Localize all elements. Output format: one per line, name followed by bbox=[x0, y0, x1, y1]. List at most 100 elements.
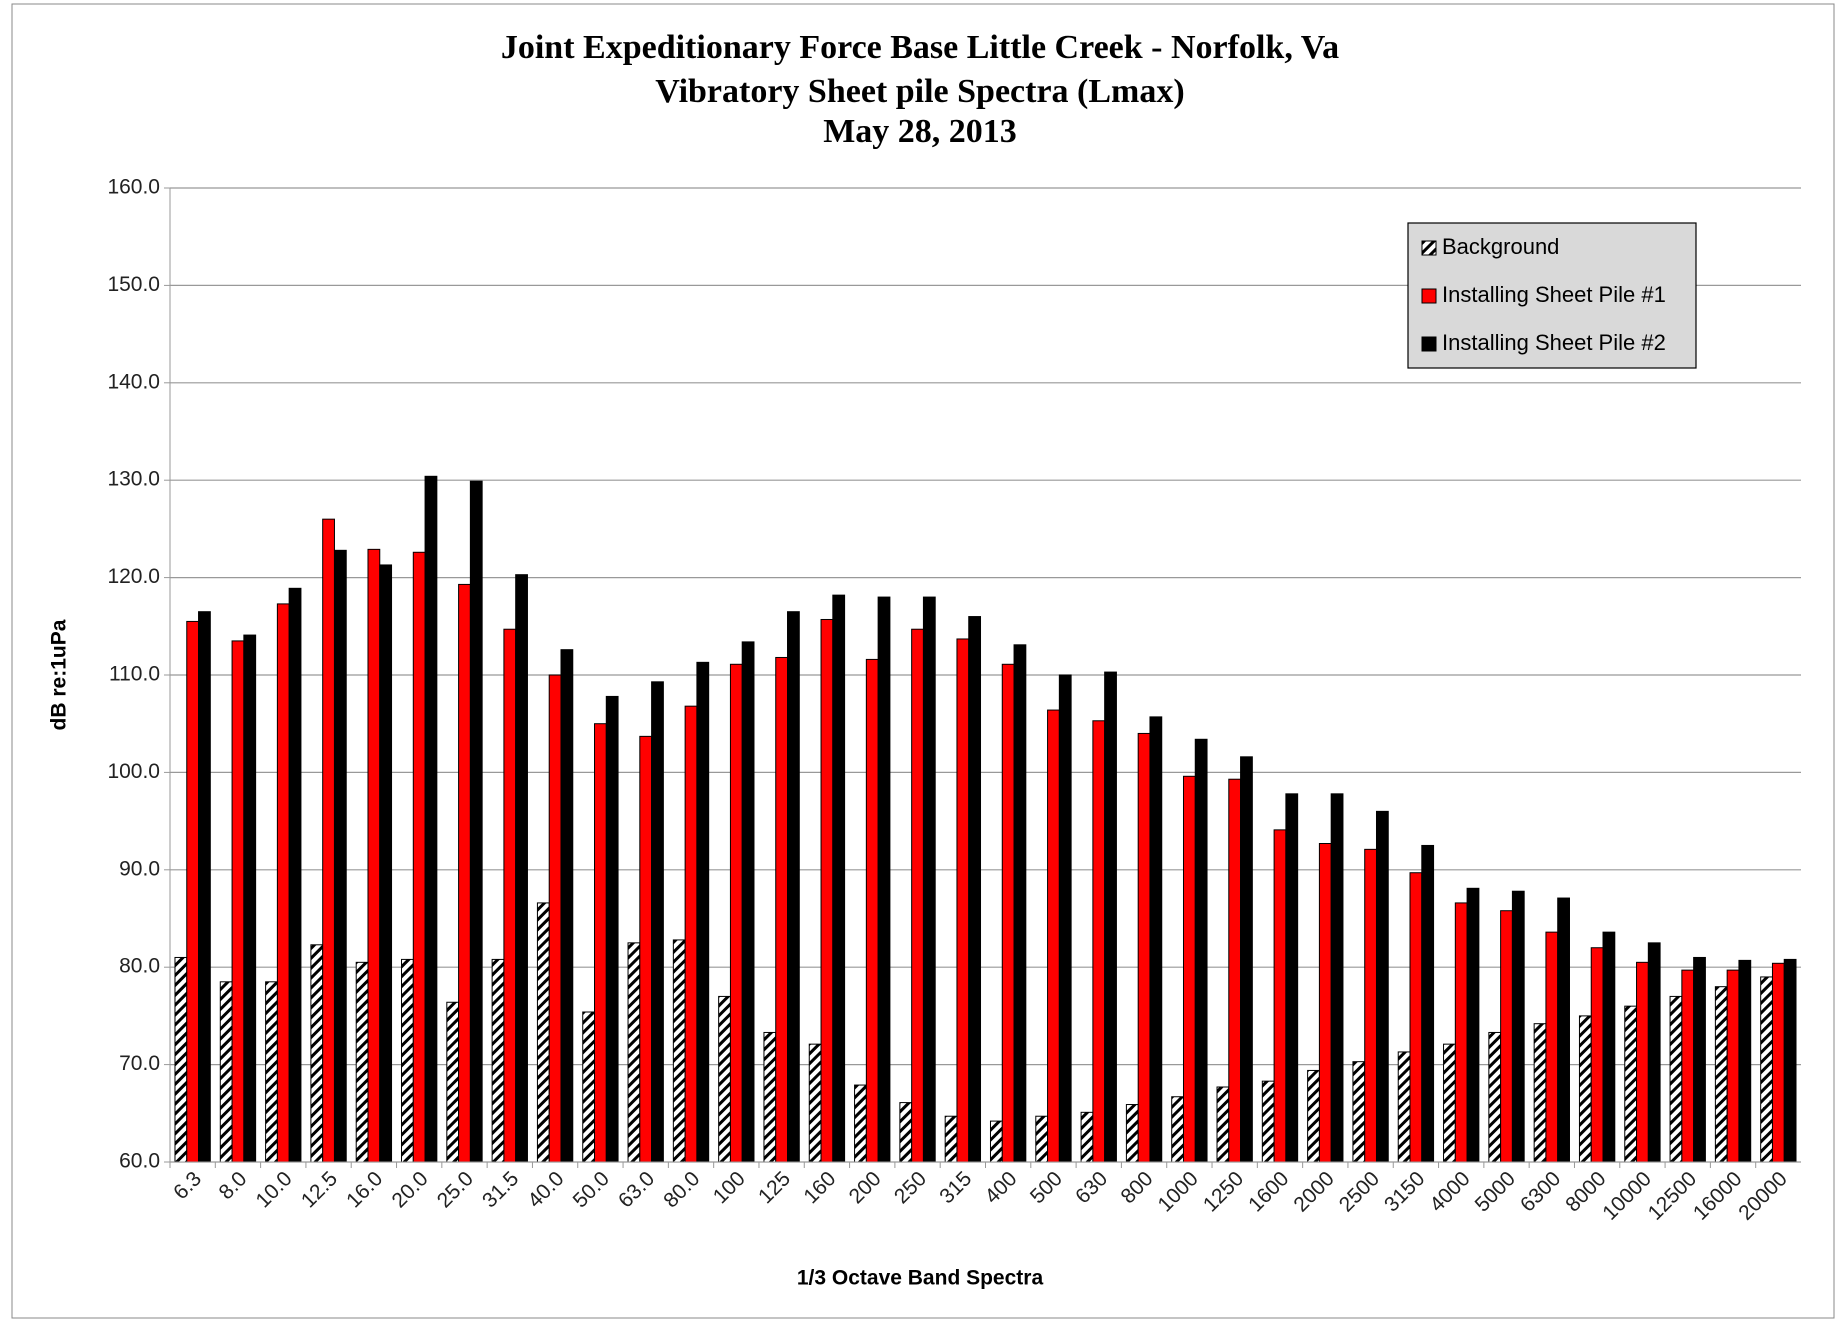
bar bbox=[832, 594, 846, 1163]
bar bbox=[1602, 931, 1616, 1163]
bar bbox=[968, 616, 982, 1163]
legend-box bbox=[1407, 222, 1697, 369]
bar bbox=[1330, 793, 1344, 1163]
legend-swatch bbox=[1421, 288, 1437, 304]
bar bbox=[231, 640, 245, 1163]
bar bbox=[1466, 887, 1480, 1163]
bar bbox=[1104, 671, 1117, 1163]
bar bbox=[808, 1043, 822, 1163]
bar bbox=[922, 596, 936, 1163]
bar bbox=[174, 956, 188, 1163]
y-tick-label: 150.0 bbox=[107, 273, 160, 296]
bar bbox=[276, 603, 290, 1163]
bar bbox=[198, 611, 211, 1163]
y-tick-label: 120.0 bbox=[107, 565, 160, 588]
bar bbox=[911, 628, 924, 1163]
bar bbox=[820, 618, 834, 1163]
bar bbox=[1783, 958, 1797, 1163]
bar bbox=[1636, 961, 1649, 1163]
bar bbox=[1013, 644, 1027, 1163]
bar bbox=[548, 674, 562, 1163]
bar bbox=[355, 961, 369, 1163]
bar bbox=[1647, 942, 1661, 1163]
bar bbox=[865, 658, 879, 1163]
bar bbox=[536, 902, 550, 1163]
chart-title: Vibratory Sheet pile Spectra (Lmax) bbox=[655, 73, 1184, 110]
bar bbox=[322, 518, 335, 1163]
bar bbox=[741, 641, 755, 1163]
bar bbox=[379, 564, 393, 1163]
bar bbox=[424, 475, 438, 1163]
bar bbox=[1273, 829, 1287, 1163]
bar bbox=[877, 596, 891, 1163]
bar bbox=[1058, 674, 1072, 1163]
bar bbox=[1454, 902, 1468, 1163]
bar bbox=[1760, 976, 1773, 1163]
bar bbox=[1771, 962, 1785, 1163]
bar bbox=[1092, 720, 1106, 1163]
y-tick-label: 110.0 bbox=[109, 663, 160, 686]
bar bbox=[1171, 1096, 1184, 1163]
bar bbox=[1557, 897, 1570, 1163]
bar bbox=[1397, 1051, 1411, 1163]
bar bbox=[787, 611, 800, 1163]
bar bbox=[639, 735, 653, 1163]
legend-label: Installing Sheet Pile #2 bbox=[1442, 330, 1666, 355]
bar bbox=[1240, 756, 1253, 1163]
bar bbox=[310, 944, 324, 1163]
bar bbox=[1443, 1043, 1456, 1163]
bar bbox=[1726, 969, 1740, 1163]
bar bbox=[469, 480, 483, 1163]
legend-swatch bbox=[1421, 336, 1437, 352]
bar bbox=[401, 958, 414, 1163]
bar bbox=[651, 681, 664, 1163]
bar bbox=[1693, 956, 1706, 1163]
y-tick-label: 130.0 bbox=[107, 468, 160, 491]
y-axis-label: dB re:1uPa bbox=[48, 619, 71, 730]
bar bbox=[899, 1102, 913, 1163]
bar bbox=[1669, 995, 1683, 1163]
bar bbox=[1182, 775, 1196, 1163]
chart-title: May 28, 2013 bbox=[823, 113, 1017, 150]
bar bbox=[956, 638, 970, 1163]
bar bbox=[503, 628, 517, 1163]
bar bbox=[560, 649, 574, 1163]
bar bbox=[265, 981, 278, 1163]
bar bbox=[1137, 732, 1151, 1163]
legend-label: Background bbox=[1442, 234, 1559, 259]
bar bbox=[763, 1031, 777, 1163]
legend-label: Installing Sheet Pile #1 bbox=[1442, 282, 1666, 307]
y-tick-label: 80.0 bbox=[119, 955, 160, 978]
bar bbox=[1421, 844, 1435, 1163]
bar bbox=[1364, 848, 1377, 1163]
bar bbox=[1714, 986, 1728, 1163]
x-axis-label: 1/3 Octave Band Spectra bbox=[797, 1267, 1044, 1290]
bar bbox=[446, 1001, 460, 1163]
y-tick-label: 100.0 bbox=[107, 760, 160, 783]
bar bbox=[1624, 1005, 1638, 1163]
bar bbox=[412, 551, 426, 1163]
bar bbox=[627, 942, 641, 1163]
y-tick-label: 160.0 bbox=[107, 176, 160, 199]
bar bbox=[989, 1120, 1003, 1163]
bar bbox=[1488, 1031, 1502, 1163]
bar bbox=[1500, 910, 1513, 1163]
bar bbox=[1216, 1086, 1230, 1163]
y-tick-label: 90.0 bbox=[119, 857, 160, 880]
bar bbox=[491, 958, 505, 1163]
bar bbox=[1001, 663, 1015, 1163]
bar bbox=[458, 583, 471, 1163]
bar bbox=[944, 1115, 958, 1163]
bar bbox=[1047, 709, 1060, 1163]
bar bbox=[729, 663, 743, 1163]
bar bbox=[1307, 1069, 1320, 1163]
bar bbox=[1352, 1061, 1366, 1163]
bar bbox=[672, 939, 686, 1163]
chart-title: Joint Expeditionary Force Base Little Cr… bbox=[501, 29, 1339, 66]
bar bbox=[1375, 810, 1389, 1163]
bar bbox=[243, 634, 257, 1163]
bar bbox=[1590, 947, 1604, 1163]
bar bbox=[854, 1084, 867, 1163]
bar bbox=[1409, 872, 1423, 1163]
